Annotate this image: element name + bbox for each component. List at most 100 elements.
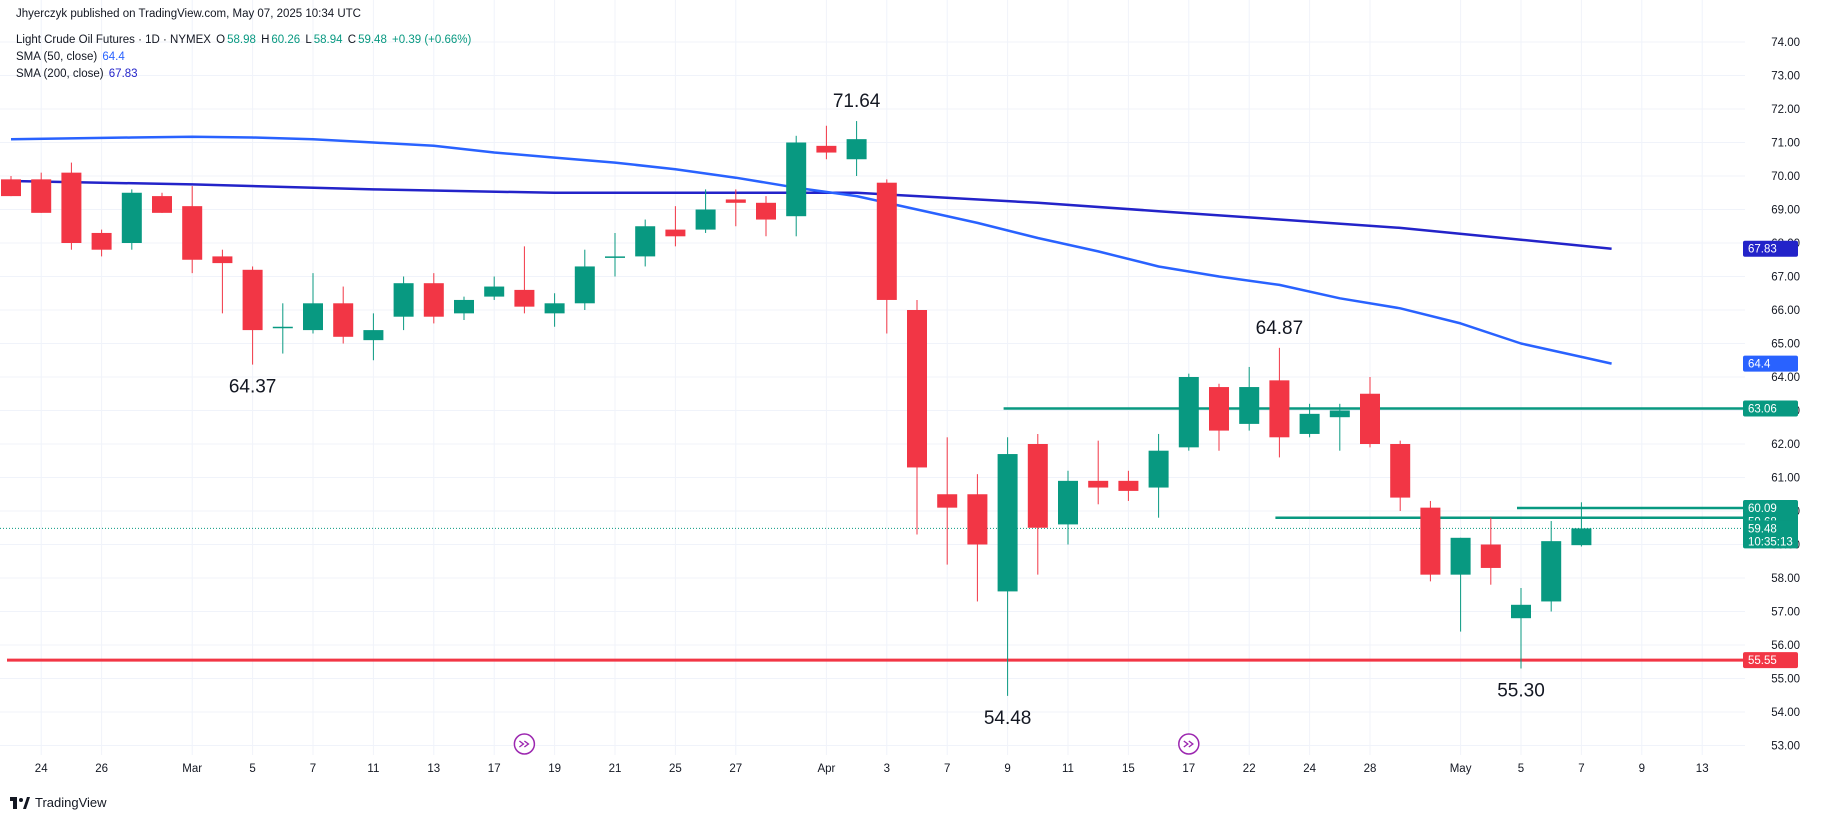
y-tick-label: 55.00 [1771,674,1800,686]
candle-down [1390,444,1411,498]
open-label: O [216,34,226,46]
price-annotation: 71.64 [833,91,881,112]
price-annotation: 55.30 [1497,680,1545,701]
candle-up [695,209,716,230]
sma50-line [10,135,1612,365]
y-tick-label: 70.00 [1771,171,1800,183]
candle-down [182,206,203,260]
candle-up [393,283,414,317]
price-tag-countdown: 10:35:13 [1748,536,1793,548]
candle-down [1480,544,1501,568]
x-tick-label: 24 [1303,763,1316,775]
sma200-label: SMA (200, close) [16,68,104,80]
candle-down [816,145,837,153]
candle-up [1239,387,1260,424]
candle-up [363,330,384,341]
y-tick-label: 72.00 [1771,104,1800,116]
y-tick-label: 64.00 [1771,372,1800,384]
x-tick-label: 22 [1243,763,1256,775]
price-tag [1743,355,1798,372]
candle-down [967,494,988,545]
x-tick-label: 19 [548,763,561,775]
x-tick-label: 5 [1518,763,1524,775]
candle-down [333,303,354,337]
candle-up [1511,604,1531,619]
arrow-glyph [518,740,530,748]
candle-up [484,286,505,297]
candle-up [846,139,867,160]
x-tick-label: 24 [35,763,48,775]
sma200-value: 67.83 [108,68,138,80]
x-tick-label: May [1450,763,1472,775]
high-label: H [261,34,270,46]
candle-down [1,179,21,197]
price-tag-value: 55.55 [1748,655,1777,667]
candle-up [997,454,1018,592]
sma50-legend[interactable]: SMA (50, close) 64.4 [16,51,127,63]
sma50-value: 64.4 [102,51,125,63]
open-value: 58.98 [227,34,256,46]
y-tick-label: 58.00 [1771,573,1800,585]
y-tick-label: 67.00 [1771,272,1800,284]
sma50-label: SMA (50, close) [16,51,98,63]
candle-up [1329,410,1350,418]
candle-down [725,199,746,203]
x-tick-label: 3 [884,763,890,775]
sma200-line [10,179,1612,250]
footer-brand: TradingView [35,795,107,810]
candle-down [31,179,52,213]
candle-up [635,226,656,257]
price-tag-value: 60.09 [1748,503,1777,515]
x-tick-label: 11 [367,763,379,775]
y-tick-label: 62.00 [1771,439,1800,451]
y-tick-label: 56.00 [1771,640,1800,652]
x-tick-label: 7 [1578,763,1584,775]
candle-down [152,196,172,213]
x-tick-label: Apr [817,763,835,775]
x-tick-label: 28 [1364,763,1377,775]
tradingview-logo-icon [10,796,30,809]
candle-up [1571,528,1592,546]
candle-up [1541,541,1562,602]
y-tick-label: 69.00 [1771,205,1800,217]
low-value: 58.94 [313,34,343,46]
candle-down [1088,480,1109,488]
candle-down [1209,387,1229,431]
price-tag-value: 63.06 [1748,403,1777,415]
candle-up [1148,450,1169,488]
candle-up [544,303,565,314]
candle-up [303,303,323,331]
candle-up [786,142,807,217]
symbol-title: Light Crude Oil Futures · 1D · NYMEX [16,34,211,46]
sma200-legend[interactable]: SMA (200, close) 67.83 [16,68,140,80]
x-tick-label: 5 [249,763,255,775]
price-tag-value: 59.48 [1748,523,1777,535]
x-tick-label: 26 [95,763,108,775]
y-tick-label: 66.00 [1771,305,1800,317]
candle-down [1027,444,1048,528]
x-tick-label: 11 [1062,763,1074,775]
x-tick-label: 17 [1182,763,1195,775]
candle-up [272,326,293,329]
price-annotation: 64.37 [229,377,277,398]
price-annotation: 54.48 [984,708,1032,729]
candle-up [454,299,474,314]
change-value: +0.39 (+0.66%) [392,34,472,46]
y-tick-label: 54.00 [1771,707,1800,719]
symbol-legend[interactable]: Light Crude Oil Futures · 1D · NYMEX O 58… [16,34,473,46]
y-tick-label: 61.00 [1771,473,1800,485]
candle-up [1058,480,1078,525]
close-value: 59.48 [358,34,387,46]
candle-down [242,269,263,331]
high-value: 60.26 [271,34,301,46]
tradingview-footer[interactable]: TradingView [10,795,107,810]
candle-down [1420,507,1441,575]
candle-down [514,289,535,307]
price-annotation: 64.87 [1256,318,1304,339]
x-tick-label: 9 [1004,763,1010,775]
price-tag [1743,240,1798,257]
candle-up [574,266,595,304]
y-tick-label: 53.00 [1771,741,1800,753]
x-tick-label: 13 [427,763,440,775]
